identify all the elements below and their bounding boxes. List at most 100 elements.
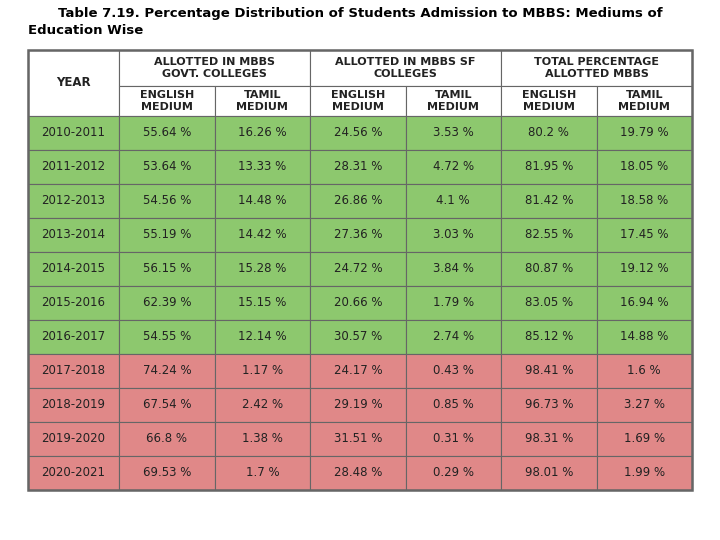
Bar <box>215 116 310 150</box>
Bar <box>119 218 215 252</box>
Text: 18.05 %: 18.05 % <box>620 160 668 173</box>
Text: 13.33 %: 13.33 % <box>238 160 287 173</box>
Bar <box>215 456 310 490</box>
Bar <box>215 320 310 354</box>
Text: 55.64 %: 55.64 % <box>143 126 191 139</box>
Bar <box>119 286 215 320</box>
Bar <box>119 252 215 286</box>
Bar <box>405 252 501 286</box>
Text: 2.42 %: 2.42 % <box>242 399 283 411</box>
Bar <box>215 252 310 286</box>
Bar <box>405 86 501 116</box>
Bar <box>405 354 501 388</box>
Text: 0.31 %: 0.31 % <box>433 433 474 446</box>
Text: 3.53 %: 3.53 % <box>433 126 474 139</box>
Bar <box>28 252 119 286</box>
Text: 1.79 %: 1.79 % <box>433 296 474 309</box>
Text: TAMIL
MEDIUM: TAMIL MEDIUM <box>428 90 480 112</box>
Bar <box>501 218 597 252</box>
Bar <box>501 388 597 422</box>
Text: 0.29 %: 0.29 % <box>433 467 474 480</box>
Bar <box>405 116 501 150</box>
Text: 19.79 %: 19.79 % <box>620 126 669 139</box>
Bar <box>28 320 119 354</box>
Bar <box>597 150 692 184</box>
Bar <box>215 354 310 388</box>
Bar <box>501 422 597 456</box>
Text: 1.6 %: 1.6 % <box>627 364 661 377</box>
Bar <box>119 86 215 116</box>
Bar <box>119 422 215 456</box>
Text: 1.38 %: 1.38 % <box>242 433 283 446</box>
Text: 1.17 %: 1.17 % <box>242 364 283 377</box>
Bar <box>501 252 597 286</box>
Text: ENGLISH
MEDIUM: ENGLISH MEDIUM <box>140 90 194 112</box>
Text: ALLOTTED IN MBBS
GOVT. COLLEGES: ALLOTTED IN MBBS GOVT. COLLEGES <box>154 57 275 79</box>
Bar <box>28 50 119 116</box>
Bar <box>310 354 405 388</box>
Bar <box>310 218 405 252</box>
Text: 53.64 %: 53.64 % <box>143 160 191 173</box>
Bar <box>310 320 405 354</box>
Text: 4.1 %: 4.1 % <box>436 194 470 207</box>
Bar <box>597 218 692 252</box>
Bar <box>310 456 405 490</box>
Bar <box>405 150 501 184</box>
Text: 0.43 %: 0.43 % <box>433 364 474 377</box>
Bar <box>501 116 597 150</box>
Bar <box>215 86 310 116</box>
Bar <box>501 286 597 320</box>
Text: 81.42 %: 81.42 % <box>525 194 573 207</box>
Bar <box>405 422 501 456</box>
Text: 66.8 %: 66.8 % <box>146 433 187 446</box>
Bar <box>501 456 597 490</box>
Bar <box>28 50 692 490</box>
Bar <box>405 320 501 354</box>
Text: 80.2 %: 80.2 % <box>528 126 570 139</box>
Text: 55.19 %: 55.19 % <box>143 228 191 241</box>
Bar <box>501 320 597 354</box>
Text: 31.51 %: 31.51 % <box>333 433 382 446</box>
Text: 27.36 %: 27.36 % <box>333 228 382 241</box>
Bar <box>501 50 692 86</box>
Bar <box>119 150 215 184</box>
Text: 24.72 %: 24.72 % <box>333 262 382 275</box>
Text: 28.31 %: 28.31 % <box>333 160 382 173</box>
Text: ENGLISH
MEDIUM: ENGLISH MEDIUM <box>330 90 385 112</box>
Text: 80.87 %: 80.87 % <box>525 262 573 275</box>
Bar <box>28 218 119 252</box>
Bar <box>501 354 597 388</box>
Text: 1.69 %: 1.69 % <box>624 433 665 446</box>
Text: 12.14 %: 12.14 % <box>238 330 287 343</box>
Text: TOTAL PERCENTAGE
ALLOTTED MBBS: TOTAL PERCENTAGE ALLOTTED MBBS <box>534 57 659 79</box>
Bar <box>215 388 310 422</box>
Text: 2.74 %: 2.74 % <box>433 330 474 343</box>
Text: 67.54 %: 67.54 % <box>143 399 191 411</box>
Bar <box>597 286 692 320</box>
Bar <box>597 456 692 490</box>
Text: 15.28 %: 15.28 % <box>238 262 287 275</box>
Text: 16.94 %: 16.94 % <box>620 296 669 309</box>
Bar <box>405 286 501 320</box>
Bar <box>310 286 405 320</box>
Bar <box>597 388 692 422</box>
Text: 54.56 %: 54.56 % <box>143 194 191 207</box>
Bar <box>501 184 597 218</box>
Text: 0.85 %: 0.85 % <box>433 399 474 411</box>
Bar <box>119 320 215 354</box>
Bar <box>215 286 310 320</box>
Text: 14.88 %: 14.88 % <box>620 330 668 343</box>
Text: TAMIL
MEDIUM: TAMIL MEDIUM <box>236 90 288 112</box>
Bar <box>28 388 119 422</box>
Text: 2013-2014: 2013-2014 <box>42 228 106 241</box>
Bar <box>28 354 119 388</box>
Bar <box>310 252 405 286</box>
Text: 4.72 %: 4.72 % <box>433 160 474 173</box>
Text: 2017-2018: 2017-2018 <box>42 364 106 377</box>
Text: 15.15 %: 15.15 % <box>238 296 287 309</box>
Bar <box>28 116 119 150</box>
Text: 2012-2013: 2012-2013 <box>42 194 106 207</box>
Text: 24.17 %: 24.17 % <box>333 364 382 377</box>
Bar <box>405 456 501 490</box>
Text: 3.27 %: 3.27 % <box>624 399 665 411</box>
